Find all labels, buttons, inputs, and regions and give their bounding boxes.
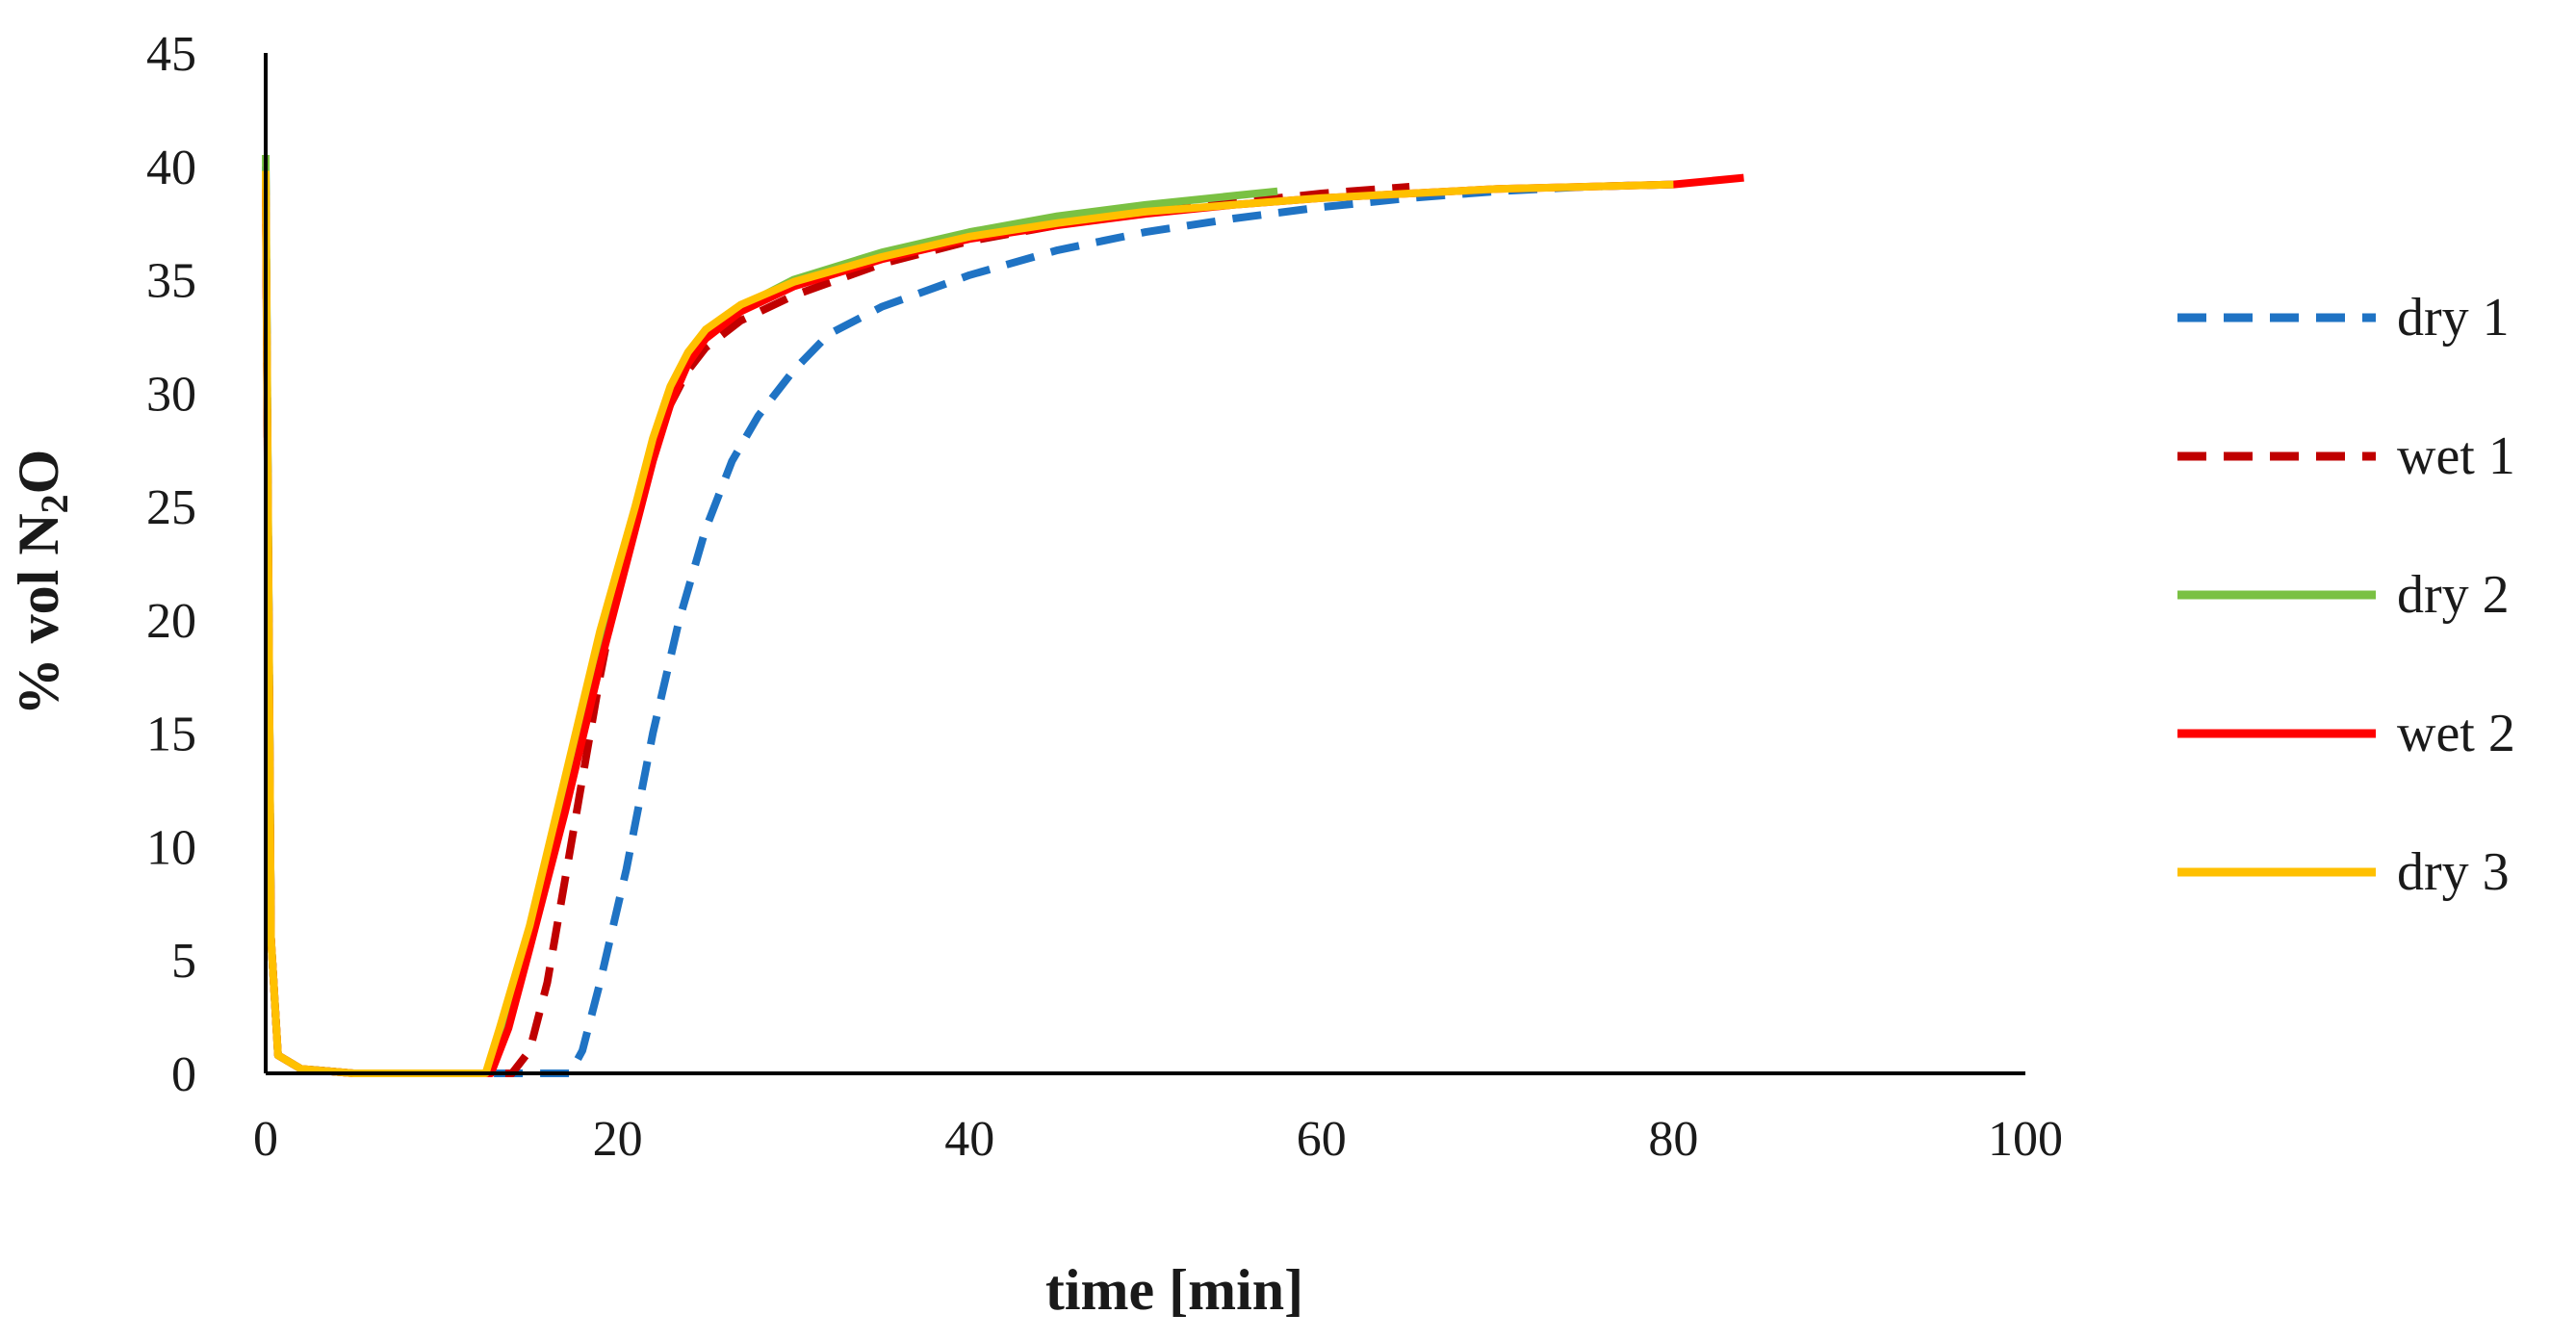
x-tick-label: 20: [593, 1112, 643, 1167]
y-tick-label: 40: [146, 141, 196, 195]
y-axis-title-prefix: % vol N: [7, 513, 70, 715]
plot-lines: [262, 154, 1744, 1077]
series-line-wet-2: [262, 173, 1744, 1077]
y-tick-label: 5: [171, 934, 196, 989]
legend-label: wet 1: [2397, 426, 2515, 486]
x-tick-label: 80: [1648, 1112, 1698, 1167]
legend-label: dry 3: [2397, 842, 2510, 902]
legend: dry 1 wet 1 dry 2 wet 2 dry 3: [2177, 288, 2515, 902]
y-tick-label: 25: [146, 480, 196, 535]
legend-label: dry 2: [2397, 565, 2510, 625]
y-axis-title-subscript: 2: [33, 494, 76, 513]
y-tick-label: 30: [146, 367, 196, 422]
x-tick-label: 0: [253, 1112, 278, 1167]
y-tick-label: 15: [146, 708, 196, 762]
series-line-dry-1: [262, 166, 1674, 1077]
legend-label: dry 1: [2397, 288, 2510, 348]
x-tick-label: 60: [1297, 1112, 1347, 1167]
y-tick-label: 20: [146, 594, 196, 649]
legend-label: wet 2: [2397, 704, 2515, 763]
x-tick-labels: 0 20 40 60 80 100: [253, 1112, 2063, 1167]
y-axis-title-suffix: O: [7, 450, 70, 495]
y-tick-labels: 0 5 10 15 20 25 30 35 40 45: [146, 27, 196, 1102]
series-line-wet-1: [262, 177, 1410, 1077]
y-tick-label: 35: [146, 254, 196, 309]
y-tick-label: 0: [171, 1047, 196, 1102]
series-line-dry-3: [262, 170, 1674, 1077]
x-tick-label: 40: [944, 1112, 994, 1167]
y-axis-title: % vol N2O: [7, 450, 76, 716]
y-tick-label: 45: [146, 27, 196, 82]
x-tick-label: 100: [1988, 1112, 2063, 1167]
y-tick-label: 10: [146, 820, 196, 875]
x-axis-title: time [min]: [1045, 1258, 1303, 1322]
